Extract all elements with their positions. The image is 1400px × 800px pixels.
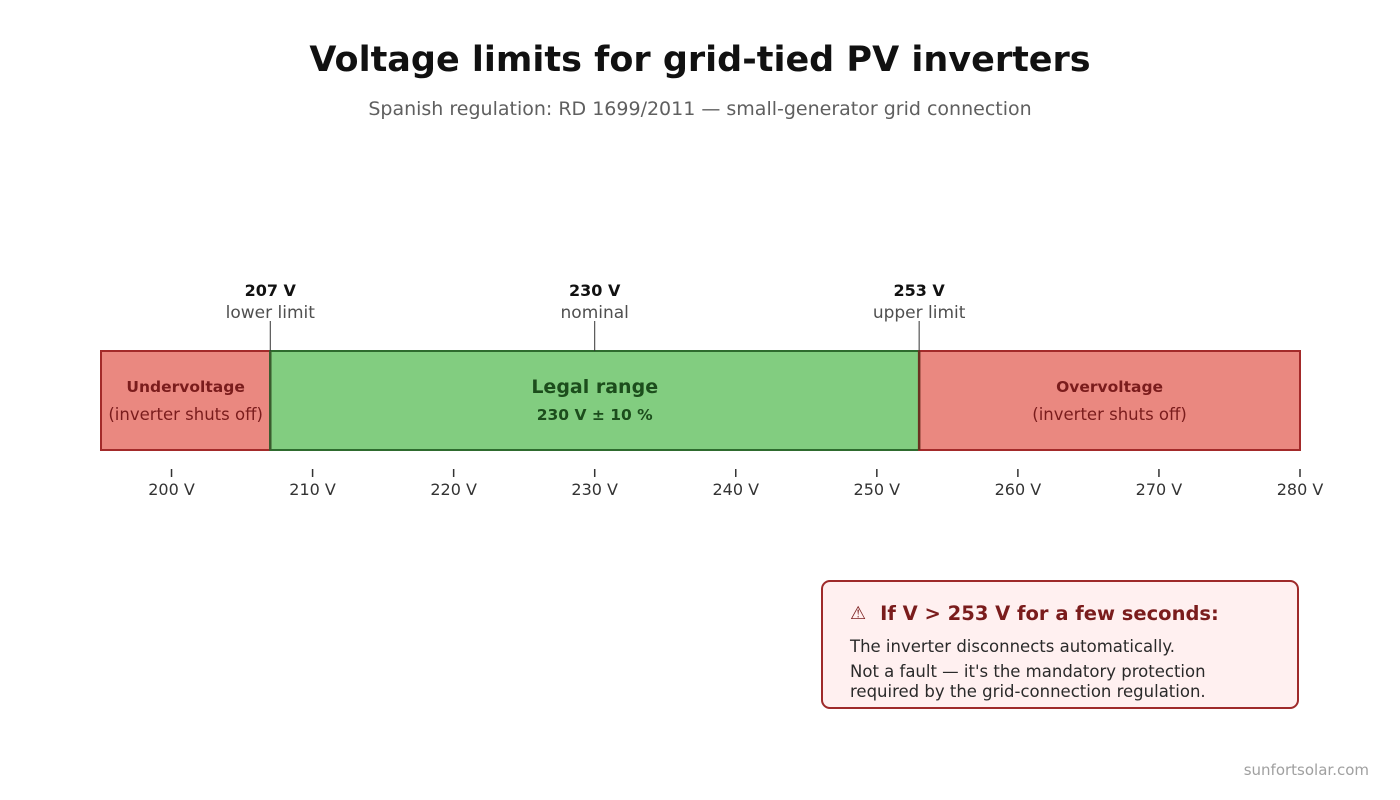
- warning-line-1: The inverter disconnects automatically.: [850, 637, 1175, 656]
- marker-caption: upper limit: [873, 303, 966, 323]
- diagram-title: Voltage limits for grid-tied PV inverter…: [309, 40, 1091, 80]
- warning-heading: ⚠ If V > 253 V for a few seconds:: [850, 602, 1271, 625]
- zone-under-subtitle: (inverter shuts off): [108, 405, 263, 424]
- axis-tick-label: 240 V: [712, 480, 759, 499]
- axis-tick-label: 280 V: [1277, 480, 1324, 499]
- axis-tick-label: 210 V: [289, 480, 336, 499]
- marker-caption: lower limit: [226, 303, 316, 323]
- warning-line-3: required by the grid-connection regulati…: [850, 682, 1206, 701]
- marker-value-label: 207 V: [245, 281, 297, 300]
- warning-title: If V > 253 V for a few seconds:: [880, 602, 1219, 625]
- zone-legal: [269, 350, 921, 451]
- marker-value-label: 230 V: [569, 281, 621, 300]
- diagram-subtitle: Spanish regulation: RD 1699/2011 — small…: [368, 98, 1032, 120]
- warning-triangle-icon: ⚠: [850, 603, 867, 624]
- axis-tick-label: 200 V: [148, 480, 195, 499]
- zone-over-title: Overvoltage: [1056, 378, 1163, 396]
- marker-value-label: 253 V: [893, 281, 945, 300]
- zone-legal-title: Legal range: [531, 376, 658, 398]
- zone-over-subtitle: (inverter shuts off): [1032, 405, 1187, 424]
- marker-caption: nominal: [561, 303, 629, 323]
- axis-tick-label: 230 V: [571, 480, 618, 499]
- axis-tick-label: 250 V: [854, 480, 901, 499]
- zone-under-title: Undervoltage: [126, 378, 244, 396]
- axis-tick-label: 270 V: [1136, 480, 1183, 499]
- zone-under: [100, 350, 272, 451]
- axis-tick-label: 220 V: [430, 480, 477, 499]
- warning-line-2: Not a fault — it's the mandatory protect…: [850, 662, 1206, 681]
- zone-legal-subtitle: 230 V ± 10 %: [537, 406, 653, 424]
- warning-box: ⚠ If V > 253 V for a few seconds: The in…: [821, 580, 1299, 709]
- zone-over: [918, 350, 1301, 451]
- footer-credit: sunfortsolar.com: [1243, 761, 1369, 779]
- axis-tick-label: 260 V: [995, 480, 1042, 499]
